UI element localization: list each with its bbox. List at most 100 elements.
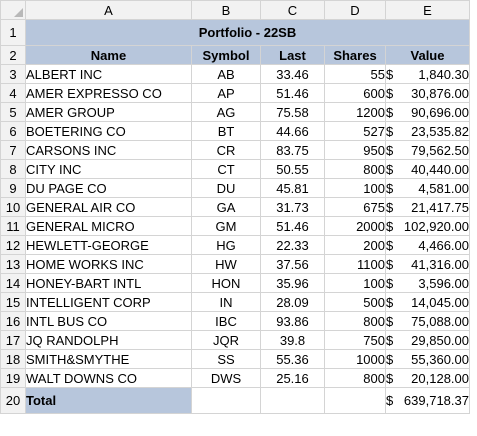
shares-cell[interactable]: 100 xyxy=(324,178,386,198)
last-cell[interactable]: 35.96 xyxy=(260,273,325,293)
shares-cell[interactable]: 1200 xyxy=(324,102,386,122)
name-cell[interactable]: AMER EXPRESSO CO xyxy=(25,83,192,103)
shares-cell[interactable]: 800 xyxy=(324,311,386,331)
shares-cell[interactable]: 800 xyxy=(324,159,386,179)
value-cell[interactable]: $75,088.00 xyxy=(385,311,470,331)
shares-cell[interactable]: 100 xyxy=(324,273,386,293)
last-cell[interactable]: 31.73 xyxy=(260,197,325,217)
row-header[interactable]: 1 xyxy=(0,19,26,46)
shares-cell[interactable]: 750 xyxy=(324,330,386,350)
symbol-cell[interactable]: IN xyxy=(191,292,261,312)
last-cell[interactable]: 51.46 xyxy=(260,216,325,236)
last-cell[interactable]: 39.8 xyxy=(260,330,325,350)
value-cell[interactable]: $4,466.00 xyxy=(385,235,470,255)
shares-cell[interactable]: 1000 xyxy=(324,349,386,369)
symbol-cell[interactable]: DU xyxy=(191,178,261,198)
name-cell[interactable]: INTELLIGENT CORP xyxy=(25,292,192,312)
value-cell[interactable]: $4,581.00 xyxy=(385,178,470,198)
value-cell[interactable]: $90,696.00 xyxy=(385,102,470,122)
name-cell[interactable]: CITY INC xyxy=(25,159,192,179)
column-header-a[interactable]: A xyxy=(25,0,192,20)
last-cell[interactable]: 33.46 xyxy=(260,64,325,84)
name-cell[interactable]: BOETERING CO xyxy=(25,121,192,141)
row-header[interactable]: 4 xyxy=(0,83,26,103)
row-header[interactable]: 7 xyxy=(0,140,26,160)
symbol-cell[interactable]: AP xyxy=(191,83,261,103)
last-cell[interactable]: 44.66 xyxy=(260,121,325,141)
symbol-cell[interactable]: HON xyxy=(191,273,261,293)
total-value-cell[interactable]: $639,718.37 xyxy=(385,387,470,414)
symbol-cell[interactable]: IBC xyxy=(191,311,261,331)
shares-cell[interactable]: 675 xyxy=(324,197,386,217)
row-header[interactable]: 17 xyxy=(0,330,26,350)
row-header[interactable]: 6 xyxy=(0,121,26,141)
value-cell[interactable]: $21,417.75 xyxy=(385,197,470,217)
row-header[interactable]: 15 xyxy=(0,292,26,312)
symbol-cell[interactable]: DWS xyxy=(191,368,261,388)
column-header-b[interactable]: B xyxy=(191,0,261,20)
name-cell[interactable]: INTL BUS CO xyxy=(25,311,192,331)
symbol-cell[interactable]: HW xyxy=(191,254,261,274)
name-cell[interactable]: ALBERT INC xyxy=(25,64,192,84)
value-cell[interactable]: $30,876.00 xyxy=(385,83,470,103)
shares-cell[interactable]: 500 xyxy=(324,292,386,312)
empty-cell[interactable] xyxy=(324,387,386,414)
row-header[interactable]: 16 xyxy=(0,311,26,331)
row-header[interactable]: 3 xyxy=(0,64,26,84)
column-header-c[interactable]: C xyxy=(260,0,325,20)
name-cell[interactable]: HOME WORKS INC xyxy=(25,254,192,274)
name-cell[interactable]: JQ RANDOLPH xyxy=(25,330,192,350)
last-cell[interactable]: 93.86 xyxy=(260,311,325,331)
header-name-cell[interactable]: Name xyxy=(25,45,192,65)
empty-cell[interactable] xyxy=(260,387,325,414)
column-header-e[interactable]: E xyxy=(385,0,470,20)
name-cell[interactable]: DU PAGE CO xyxy=(25,178,192,198)
name-cell[interactable]: HEWLETT-GEORGE xyxy=(25,235,192,255)
last-cell[interactable]: 75.58 xyxy=(260,102,325,122)
value-cell[interactable]: $41,316.00 xyxy=(385,254,470,274)
row-header[interactable]: 2 xyxy=(0,45,26,65)
shares-cell[interactable]: 200 xyxy=(324,235,386,255)
symbol-cell[interactable]: BT xyxy=(191,121,261,141)
row-header[interactable]: 11 xyxy=(0,216,26,236)
symbol-cell[interactable]: SS xyxy=(191,349,261,369)
value-cell[interactable]: $29,850.00 xyxy=(385,330,470,350)
row-header[interactable]: 10 xyxy=(0,197,26,217)
last-cell[interactable]: 50.55 xyxy=(260,159,325,179)
shares-cell[interactable]: 600 xyxy=(324,83,386,103)
portfolio-title-cell[interactable]: Portfolio - 22SB xyxy=(25,19,470,46)
shares-cell[interactable]: 1100 xyxy=(324,254,386,274)
name-cell[interactable]: GENERAL AIR CO xyxy=(25,197,192,217)
value-cell[interactable]: $3,596.00 xyxy=(385,273,470,293)
last-cell[interactable]: 83.75 xyxy=(260,140,325,160)
symbol-cell[interactable]: HG xyxy=(191,235,261,255)
symbol-cell[interactable]: CT xyxy=(191,159,261,179)
shares-cell[interactable]: 950 xyxy=(324,140,386,160)
header-value-cell[interactable]: Value xyxy=(385,45,470,65)
value-cell[interactable]: $40,440.00 xyxy=(385,159,470,179)
row-header[interactable]: 9 xyxy=(0,178,26,198)
row-header[interactable]: 8 xyxy=(0,159,26,179)
header-symbol-cell[interactable]: Symbol xyxy=(191,45,261,65)
row-header[interactable]: 14 xyxy=(0,273,26,293)
symbol-cell[interactable]: GA xyxy=(191,197,261,217)
row-header[interactable]: 20 xyxy=(0,387,26,414)
symbol-cell[interactable]: JQR xyxy=(191,330,261,350)
shares-cell[interactable]: 2000 xyxy=(324,216,386,236)
value-cell[interactable]: $1,840.30 xyxy=(385,64,470,84)
row-header[interactable]: 12 xyxy=(0,235,26,255)
total-label-cell[interactable]: Total xyxy=(25,387,192,414)
header-last-cell[interactable]: Last xyxy=(260,45,325,65)
name-cell[interactable]: CARSONS INC xyxy=(25,140,192,160)
last-cell[interactable]: 25.16 xyxy=(260,368,325,388)
last-cell[interactable]: 45.81 xyxy=(260,178,325,198)
value-cell[interactable]: $14,045.00 xyxy=(385,292,470,312)
shares-cell[interactable]: 55 xyxy=(324,64,386,84)
name-cell[interactable]: GENERAL MICRO xyxy=(25,216,192,236)
column-header-d[interactable]: D xyxy=(324,0,386,20)
name-cell[interactable]: AMER GROUP xyxy=(25,102,192,122)
name-cell[interactable]: HONEY-BART INTL xyxy=(25,273,192,293)
last-cell[interactable]: 55.36 xyxy=(260,349,325,369)
symbol-cell[interactable]: AB xyxy=(191,64,261,84)
symbol-cell[interactable]: CR xyxy=(191,140,261,160)
